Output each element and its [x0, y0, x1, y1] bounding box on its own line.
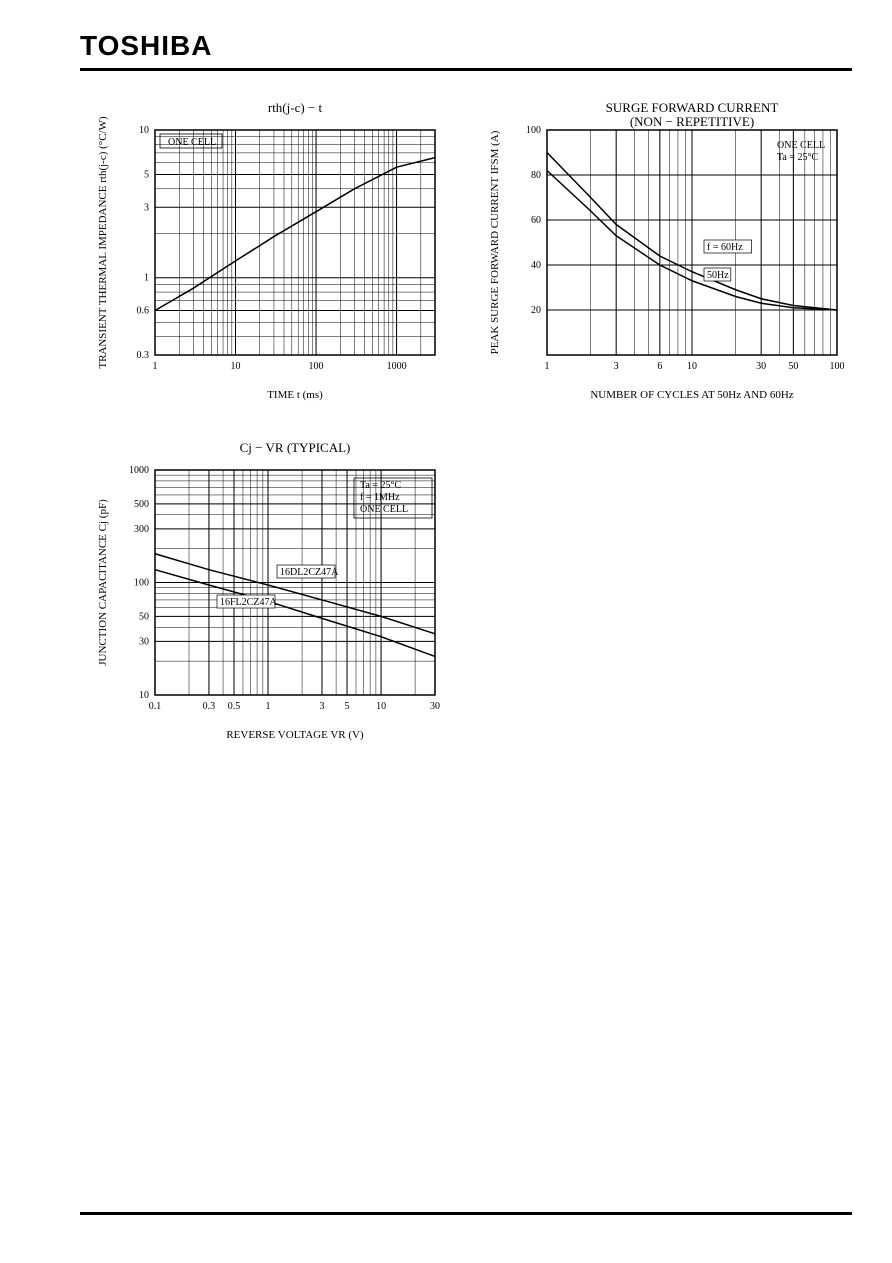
svg-text:80: 80 — [531, 170, 541, 181]
svg-text:100: 100 — [830, 361, 845, 372]
svg-text:20: 20 — [531, 305, 541, 316]
svg-text:Ta = 25°C: Ta = 25°C — [360, 480, 401, 491]
svg-text:1: 1 — [266, 701, 271, 712]
svg-text:3: 3 — [144, 202, 149, 213]
svg-text:ONE CELL: ONE CELL — [168, 137, 216, 148]
svg-text:ONE CELL: ONE CELL — [360, 504, 408, 515]
svg-text:10: 10 — [687, 361, 697, 372]
svg-text:500: 500 — [134, 499, 149, 510]
svg-text:10: 10 — [139, 125, 149, 136]
svg-text:16DL2CZ47A: 16DL2CZ47A — [280, 567, 339, 578]
svg-text:10: 10 — [231, 361, 241, 372]
svg-text:3: 3 — [614, 361, 619, 372]
svg-text:6: 6 — [657, 361, 662, 372]
svg-text:0.3: 0.3 — [137, 350, 150, 361]
svg-text:100: 100 — [309, 361, 324, 372]
svg-text:300: 300 — [134, 524, 149, 535]
svg-text:0.1: 0.1 — [149, 701, 162, 712]
svg-text:1000: 1000 — [129, 465, 149, 476]
svg-text:f = 1MHz: f = 1MHz — [360, 492, 400, 503]
svg-text:0.3: 0.3 — [203, 701, 216, 712]
chart-surge-current: SURGE FORWARD CURRENT(NON − REPETITIVE) 1… — [482, 100, 852, 410]
svg-text:1: 1 — [144, 273, 149, 284]
chart-junction-capacitance: Cj − VR (TYPICAL) 0.1 0.3 0.5 1 3 5 10 30 10 30 50 1… — [90, 440, 452, 750]
brand-logo: TOSHIBA — [80, 30, 213, 61]
svg-text:30: 30 — [430, 701, 440, 712]
svg-text:PEAK SURGE FORWARD CURRENT I: PEAK SURGE FORWARD CURRENT IFSM (A) — [489, 130, 501, 354]
svg-text:0.6: 0.6 — [137, 306, 150, 317]
svg-text:3: 3 — [319, 701, 324, 712]
footer-rule — [80, 1212, 852, 1215]
svg-text:1000: 1000 — [387, 361, 407, 372]
svg-text:100: 100 — [134, 578, 149, 589]
svg-text:1: 1 — [153, 361, 158, 372]
svg-text:JUNCTION CAPACITANCE Cj (p: JUNCTION CAPACITANCE Cj (pF) — [97, 499, 109, 666]
svg-text:TRANSIENT THERMAL IMPEDANCE: TRANSIENT THERMAL IMPEDANCE rth(j-c) (°C… — [97, 116, 109, 369]
svg-text:40: 40 — [531, 260, 541, 271]
svg-text:Ta = 25°C: Ta = 25°C — [777, 152, 818, 163]
svg-text:10: 10 — [139, 690, 149, 701]
svg-text:TIME t (ms): TIME t (ms) — [267, 389, 323, 401]
svg-text:100: 100 — [526, 125, 541, 136]
chart-thermal-impedance: rth(j-c) − t 1 10 100 1000 0.3 0.6 1 3 5 10 TIME t … — [90, 100, 452, 410]
svg-text:0.5: 0.5 — [228, 701, 241, 712]
header: TOSHIBA — [80, 30, 852, 62]
svg-text:10: 10 — [376, 701, 386, 712]
page: TOSHIBA rth(j-c) − t 1 10 100 1000 0.3 0.6 1 3 5 1… — [0, 0, 892, 1263]
svg-text:50: 50 — [788, 361, 798, 372]
svg-text:NUMBER OF CYCLES AT 50Hz AND 6: NUMBER OF CYCLES AT 50Hz AND 60Hz — [590, 389, 793, 401]
svg-text:16FL2CZ47A: 16FL2CZ47A — [220, 597, 277, 608]
svg-text:1: 1 — [545, 361, 550, 372]
header-rule — [80, 68, 852, 71]
svg-text:50: 50 — [139, 611, 149, 622]
svg-text:Cj − VR (TYPICAL): Cj − VR (TYPICAL) — [240, 440, 351, 455]
svg-text:f = 60Hz: f = 60Hz — [707, 242, 743, 253]
svg-text:60: 60 — [531, 215, 541, 226]
svg-text:REVERSE VOLTAGE VR (V): REVERSE VOLTAGE VR (V) — [226, 729, 364, 741]
svg-text:rth(j-c) − t: rth(j-c) − t — [268, 100, 323, 115]
svg-text:(NON − REPETITIVE): (NON − REPETITIVE) — [630, 114, 754, 129]
svg-text:30: 30 — [756, 361, 766, 372]
svg-text:ONE CELL: ONE CELL — [777, 140, 825, 151]
svg-text:30: 30 — [139, 636, 149, 647]
svg-text:SURGE FORWARD CURRENT: SURGE FORWARD CURRENT — [606, 100, 779, 115]
svg-text:5: 5 — [345, 701, 350, 712]
svg-text:50Hz: 50Hz — [707, 270, 729, 281]
svg-text:5: 5 — [144, 169, 149, 180]
charts-grid: rth(j-c) − t 1 10 100 1000 0.3 0.6 1 3 5 10 TIME t … — [90, 100, 852, 750]
